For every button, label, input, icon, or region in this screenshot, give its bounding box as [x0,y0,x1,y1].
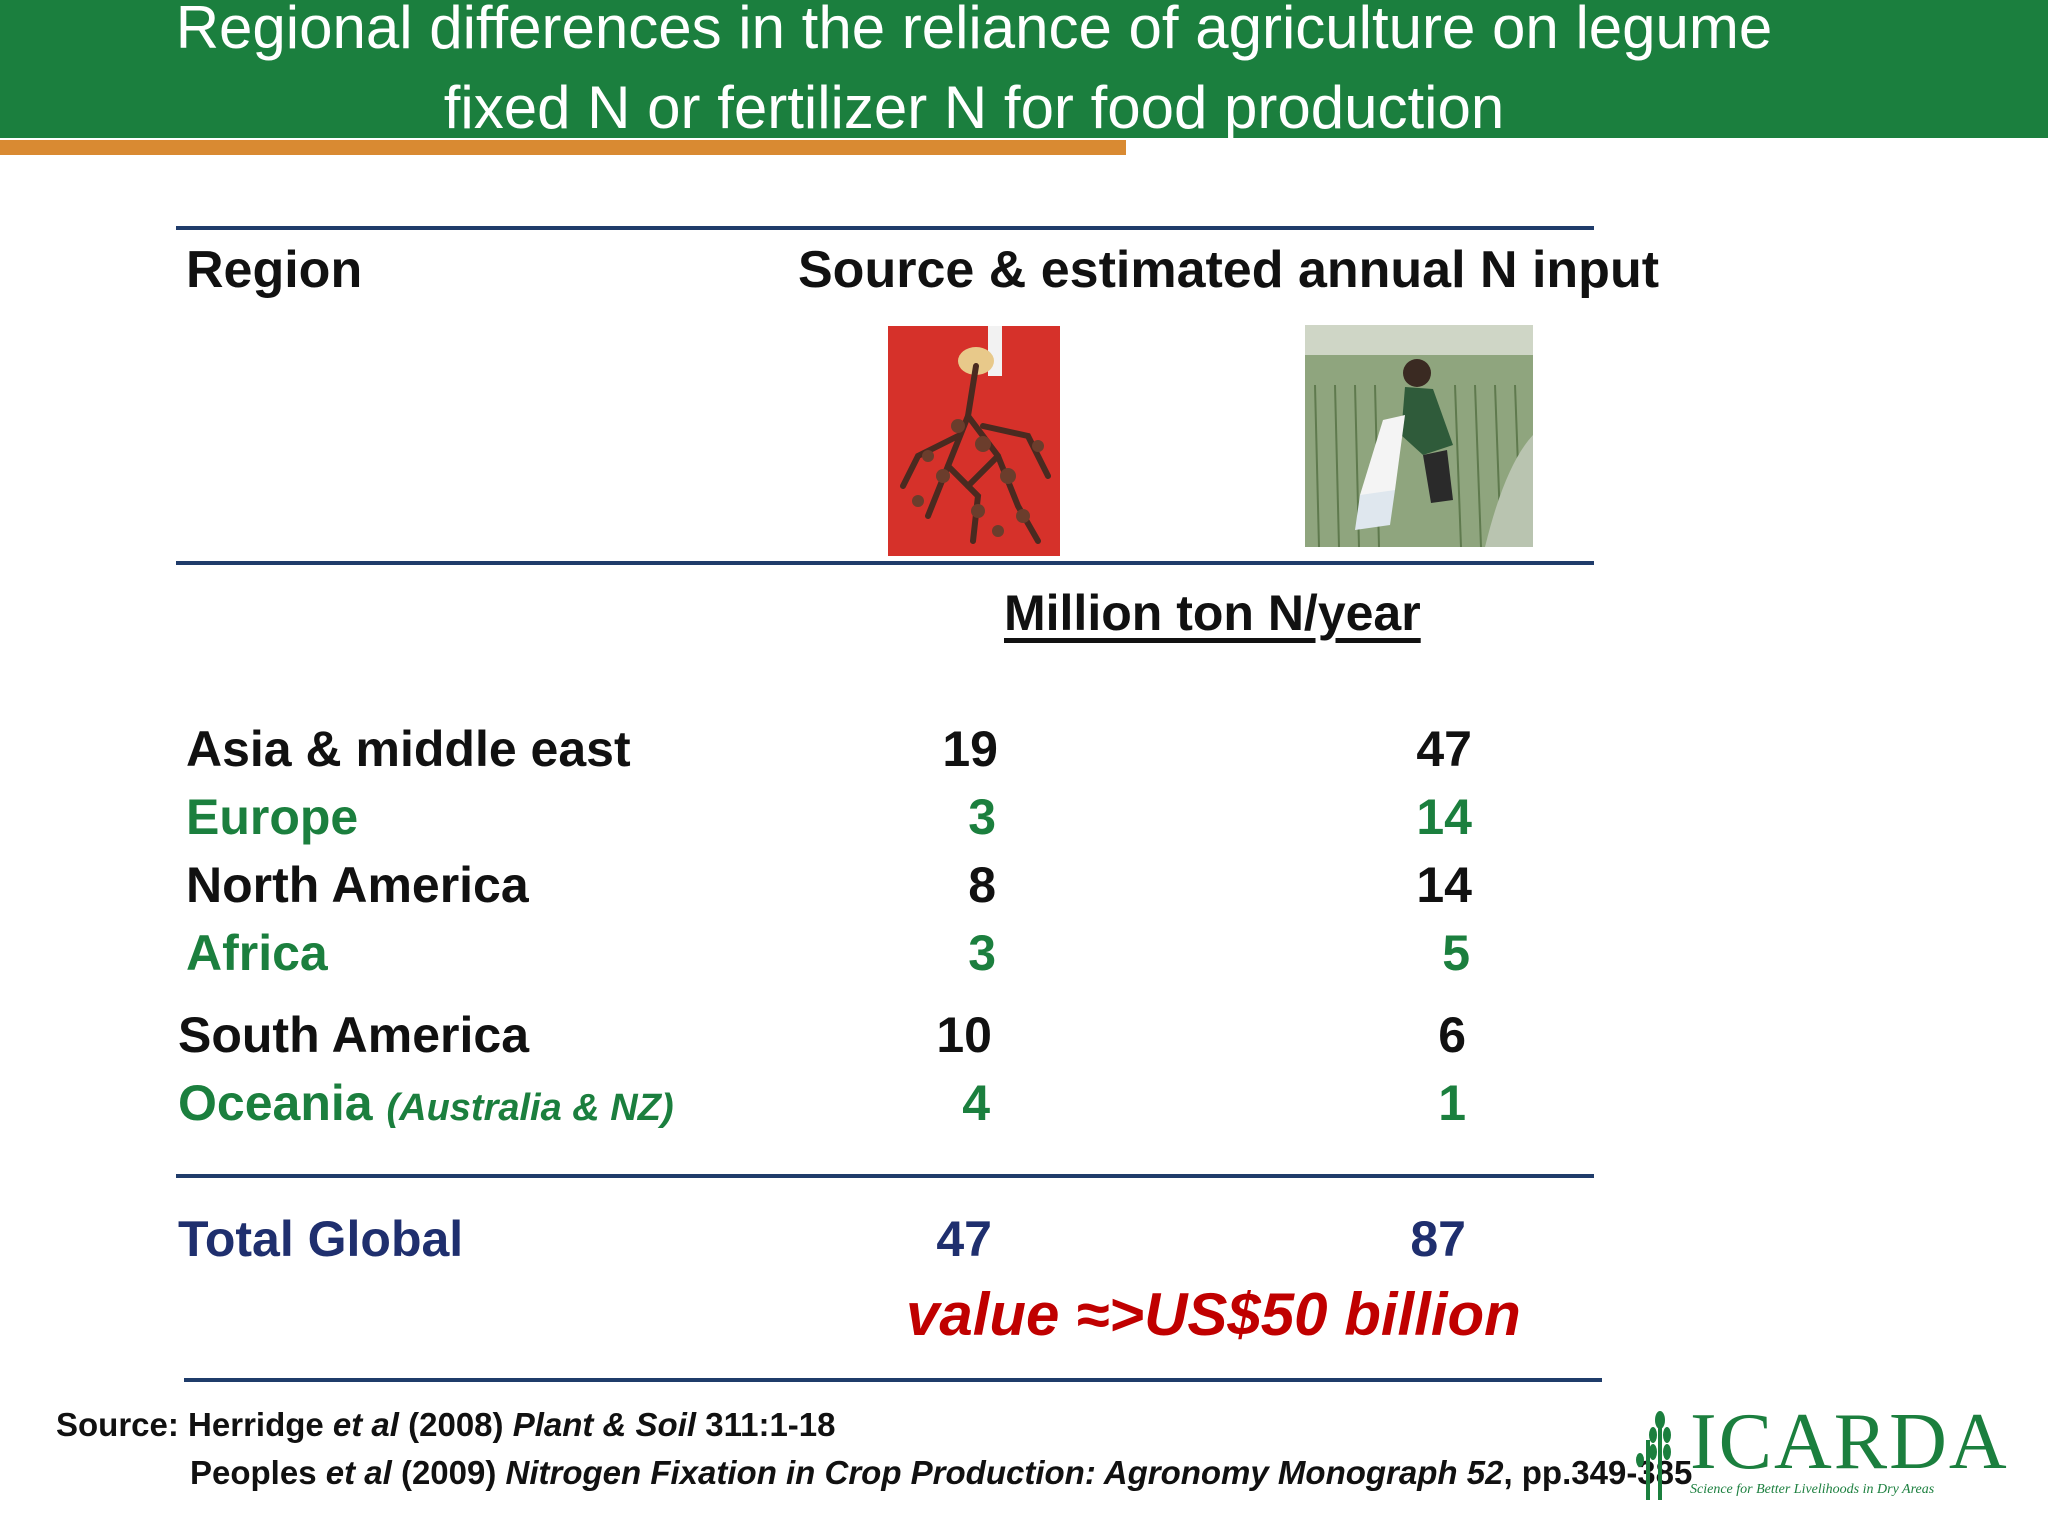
ref1-authors: Herridge [188,1406,333,1443]
value-estimate-note: value ≈>US$50 billion [906,1281,1521,1348]
total-fertilizer-value: 87 [1410,1211,1466,1267]
legume-value: 8 [968,857,996,913]
slide-title: Regional differences in the reliance of … [0,0,1948,148]
farmer-field-icon [1305,325,1533,547]
region-label: North America [186,857,529,913]
table-bottom-rule [184,1378,1602,1382]
ref2-authors: Peoples [190,1454,326,1491]
ref2-year: (2009) [391,1454,506,1491]
region-sublabel: (Australia & NZ) [386,1087,674,1129]
ref1-year: (2008) [398,1406,513,1443]
total-legume-value: 47 [936,1211,992,1267]
slide-title-line2: fixed N or fertilizer N for food product… [443,74,1505,141]
wheat-icon [1636,1411,1671,1500]
title-banner: Regional differences in the reliance of … [0,0,2048,141]
legume-value: 3 [968,789,996,845]
table-total-rule [176,1174,1594,1178]
logo-wordmark: ICARDA [1690,1398,2009,1486]
column-header-region: Region [186,241,363,299]
ref1-journal: Plant & Soil [512,1406,697,1443]
logo-tagline: Science for Better Livelihoods in Dry Ar… [1690,1482,1935,1497]
legume-value: 3 [968,925,996,981]
units-label: Million ton N/year [1004,585,1421,641]
icarda-logo: ICARDA Science for Better Livelihoods in… [1620,1400,2007,1505]
region-label: Europe [186,789,359,845]
fertilizer-value: 5 [1442,925,1470,981]
source-citation-line2: Peoples et al (2009) Nitrogen Fixation i… [190,1454,1692,1492]
column-header-source: Source & estimated annual N input [798,241,1660,299]
region-label: Asia & middle east [186,721,631,777]
ref1-etal: et al [332,1406,399,1443]
source-prefix: Source: [56,1406,189,1443]
header-accent-bar [0,140,1126,155]
legume-value: 4 [962,1075,990,1131]
root-nodule-icon [888,326,1060,556]
source-citation-line1: Source: Herridge et al (2008) Plant & So… [56,1406,836,1444]
legume-value: 10 [936,1007,992,1063]
ref1-pages: 311:1-18 [696,1406,836,1443]
fertilizer-value: 14 [1416,789,1472,845]
ref2-etal: et al [325,1454,392,1491]
region-label: South America [178,1007,530,1063]
total-label: Total Global [178,1211,464,1267]
ref2-journal: Nitrogen Fixation in Crop Production: Ag… [505,1454,1504,1491]
legume-nodules-photo [888,326,1060,556]
table-top-rule [176,226,1594,230]
fertilizer-value: 6 [1438,1007,1466,1063]
region-name: Oceania [178,1075,373,1131]
fertilizer-value: 1 [1438,1075,1466,1131]
fertilizer-value: 14 [1416,857,1472,913]
fertilizer-application-photo [1305,325,1533,547]
slide-title-line1: Regional differences in the reliance of … [175,0,1773,61]
fertilizer-value: 47 [1416,721,1472,777]
region-label: Oceania (Australia & NZ) [178,1074,674,1132]
region-label: Africa [186,925,328,981]
legume-value: 19 [942,721,998,777]
table-header-rule [176,561,1594,565]
